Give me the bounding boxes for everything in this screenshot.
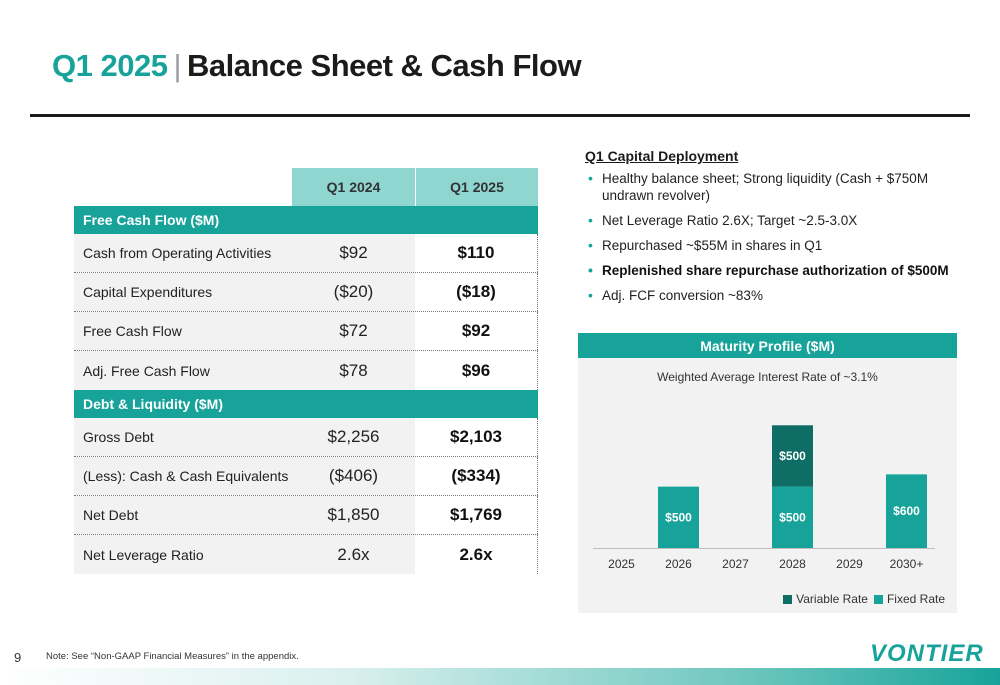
footer-gradient-bar [0, 668, 1000, 685]
value-q1-2025: ($18) [415, 273, 538, 311]
value-q1-2024: 2.6x [292, 535, 415, 574]
legend-fixed-rate: Fixed Rate [873, 592, 945, 606]
list-item: • Adj. FCF conversion ~83% [585, 287, 965, 304]
value-q1-2025: $1,769 [415, 496, 538, 534]
bullet-icon: • [588, 287, 593, 303]
bullet-icon: • [588, 170, 593, 186]
title-separator: | [173, 48, 181, 83]
value-q1-2025: 2.6x [415, 535, 538, 574]
legend-swatch [783, 594, 793, 604]
section-free-cash-flow: Free Cash Flow ($M) [74, 206, 538, 234]
footnote: Note: See “Non-GAAP Financial Measures” … [46, 651, 299, 662]
chart-legend: Variable Rate Fixed Rate [777, 592, 945, 606]
value-q1-2024: $72 [292, 312, 415, 350]
table-row: Adj. Free Cash Flow $78 $96 [74, 351, 538, 390]
list-item: • Healthy balance sheet; Strong liquidity… [585, 170, 965, 204]
bullet-icon: • [588, 212, 593, 228]
page-title: Q1 2025 | Balance Sheet & Cash Flow [52, 48, 582, 84]
vontier-logo: VONTIER [870, 640, 984, 667]
row-label: Cash from Operating Activities [74, 234, 292, 272]
value-q1-2025: $92 [415, 312, 538, 350]
title-main: Balance Sheet & Cash Flow [187, 48, 582, 83]
table-row: (Less): Cash & Cash Equivalents ($406) (… [74, 457, 538, 496]
capital-deployment: Q1 Capital Deployment • Healthy balance s… [585, 148, 965, 312]
header-q1-2024: Q1 2024 [292, 168, 415, 206]
data-label: $500 [779, 510, 806, 524]
bullet-text: Net Leverage Ratio 2.6X; Target ~2.5-3.0… [602, 213, 858, 228]
header-q1-2025: Q1 2025 [415, 168, 538, 206]
legend-swatch [873, 594, 883, 604]
x-tick-label: 2025 [608, 557, 635, 571]
value-q1-2024: ($20) [292, 273, 415, 311]
bullet-text: Healthy balance sheet; Strong liquidity … [602, 171, 929, 203]
x-tick-label: 2030+ [890, 557, 924, 571]
maturity-chart: 2025 $500 2026 2027 $500 $500 2028 2029 $600 2030… [593, 425, 935, 571]
capital-deployment-title: Q1 Capital Deployment [585, 148, 739, 164]
bar-variable-rate [772, 425, 813, 487]
value-q1-2025: ($334) [415, 457, 538, 495]
value-q1-2024: $78 [292, 351, 415, 390]
title-divider [30, 114, 970, 117]
value-q1-2024: $92 [292, 234, 415, 272]
maturity-subtitle: Weighted Average Interest Rate of ~3.1% [657, 370, 878, 384]
x-tick-label: 2029 [836, 557, 863, 571]
data-label: $500 [779, 449, 806, 463]
value-q1-2024: ($406) [292, 457, 415, 495]
maturity-header: Maturity Profile ($M) [578, 333, 957, 358]
section-debt-liquidity: Debt & Liquidity ($M) [74, 390, 538, 418]
value-q1-2025: $96 [415, 351, 538, 390]
maturity-profile-panel: Maturity Profile ($M) Weighted Average I… [578, 333, 957, 613]
value-q1-2024: $1,850 [292, 496, 415, 534]
row-label: Net Debt [74, 496, 292, 534]
bullet-text: Repurchased ~$55M in shares in Q1 [602, 238, 823, 253]
bar-fixed-rate [886, 474, 927, 548]
legend-label: Fixed Rate [886, 592, 945, 606]
row-label: Adj. Free Cash Flow [74, 351, 292, 390]
legend-label: Variable Rate [796, 592, 868, 606]
data-label: $600 [893, 504, 920, 518]
bar-fixed-rate [658, 486, 699, 548]
value-q1-2024: $2,256 [292, 418, 415, 456]
bullet-text: Adj. FCF conversion ~83% [602, 288, 763, 303]
row-label: (Less): Cash & Cash Equivalents [74, 457, 292, 495]
value-q1-2025: $2,103 [415, 418, 538, 456]
row-label: Capital Expenditures [74, 273, 292, 311]
title-period: Q1 2025 [52, 48, 168, 83]
legend-variable-rate: Variable Rate [783, 592, 868, 606]
row-label: Gross Debt [74, 418, 292, 456]
bullet-icon: • [588, 237, 593, 253]
x-tick-label: 2027 [722, 557, 749, 571]
row-label: Free Cash Flow [74, 312, 292, 350]
list-item: • Repurchased ~$55M in shares in Q1 [585, 237, 965, 254]
table-header: Q1 2024 Q1 2025 [292, 168, 538, 206]
x-tick-label: 2026 [665, 557, 692, 571]
row-label: Net Leverage Ratio [74, 535, 292, 574]
bullet-icon: • [588, 262, 593, 278]
list-item: • Replenished share repurchase authorizat… [585, 262, 965, 279]
table-row: Capital Expenditures ($20) ($18) [74, 273, 538, 312]
x-tick-label: 2028 [779, 557, 806, 571]
page-number: 9 [14, 650, 22, 665]
data-label: $500 [665, 510, 692, 524]
capital-deployment-list: • Healthy balance sheet; Strong liquidity… [585, 170, 965, 304]
table-row: Net Debt $1,850 $1,769 [74, 496, 538, 535]
financial-table: Q1 2024 Q1 2025 Free Cash Flow ($M) Cash… [74, 168, 538, 574]
table-row: Gross Debt $2,256 $2,103 [74, 418, 538, 457]
bullet-text: Replenished share repurchase authorizati… [602, 263, 949, 278]
list-item: • Net Leverage Ratio 2.6X; Target ~2.5-3.… [585, 212, 965, 229]
table-row: Net Leverage Ratio 2.6x 2.6x [74, 535, 538, 574]
table-row: Cash from Operating Activities $92 $110 [74, 234, 538, 273]
table-row: Free Cash Flow $72 $92 [74, 312, 538, 351]
bar-fixed-rate [772, 486, 813, 548]
value-q1-2025: $110 [415, 234, 538, 272]
